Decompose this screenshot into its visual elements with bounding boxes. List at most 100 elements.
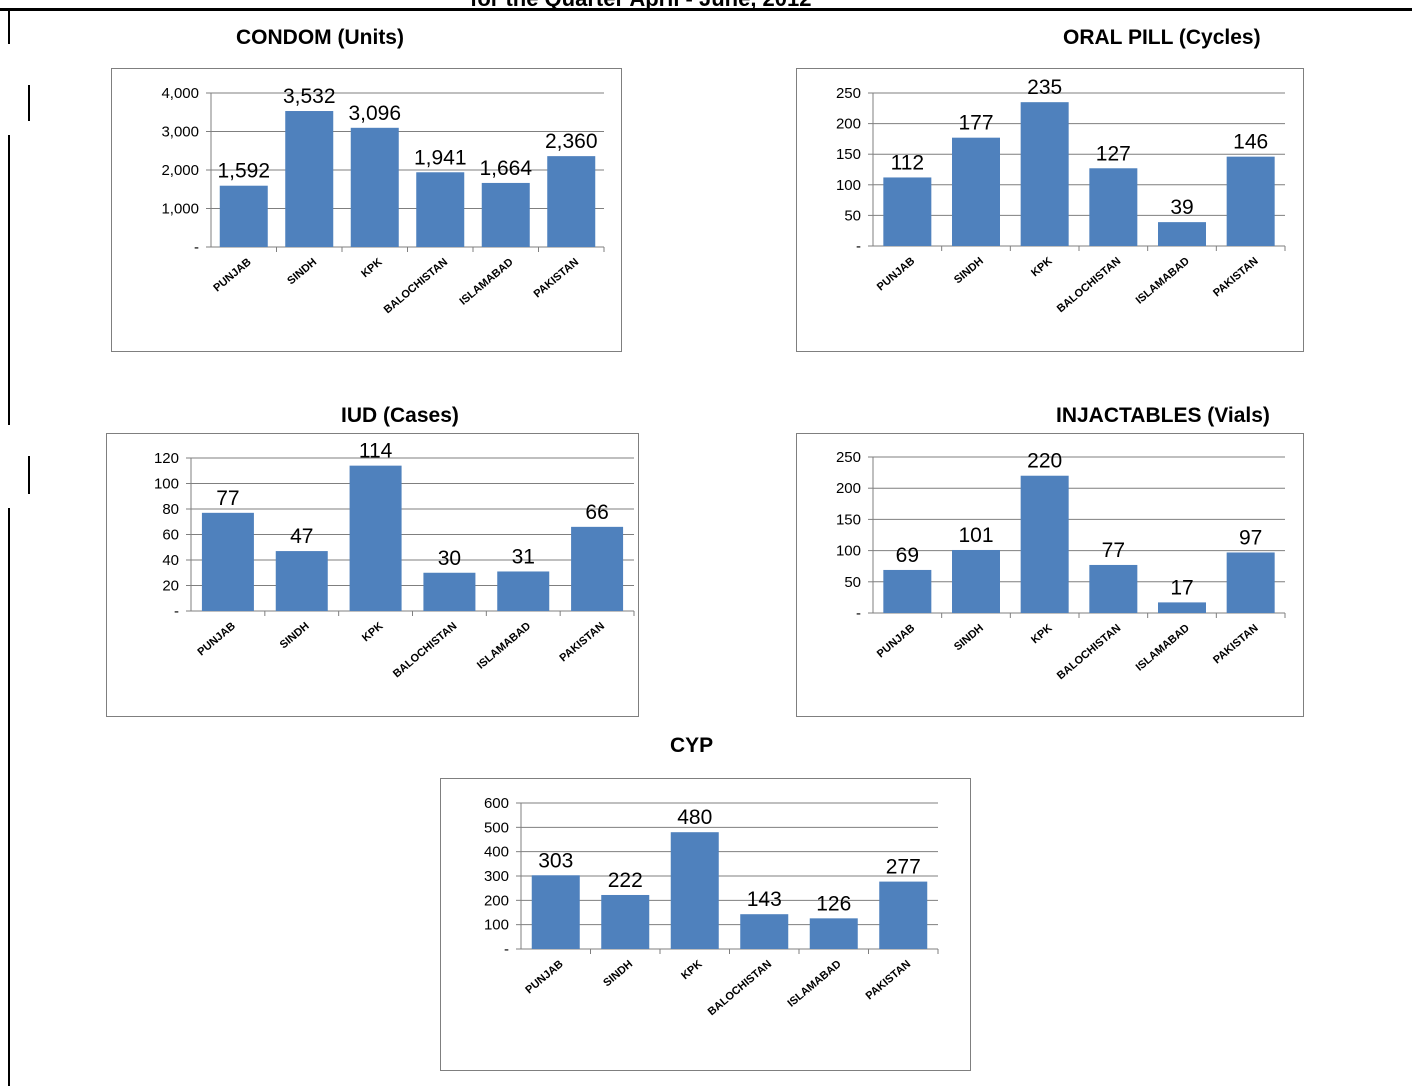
page-heading: for the Quarter April - June, 2012 <box>470 0 812 12</box>
x-category-label: KPK <box>360 620 386 644</box>
chart-injactables: - 50 100 150 200 250 69 PUNJAB 101 SINDH 220 KPK 77 B… <box>796 433 1304 717</box>
chart-title-iud: IUD (Cases) <box>341 404 459 427</box>
bar-cyp-balochistan <box>740 914 789 949</box>
bar-cyp-punjab <box>531 875 580 949</box>
bar-oral-pill-balochistan <box>1089 168 1138 246</box>
chart-iud: - 20 40 60 80 100 120 77 PUNJAB 47 SINDH 114 KPK 30 BA… <box>106 433 639 717</box>
x-category-label: PAKISTAN <box>557 620 607 664</box>
bar-condom-balochistan <box>416 172 465 247</box>
y-tick-label: 60 <box>162 527 179 544</box>
x-category-label: PAKISTAN <box>1211 255 1261 299</box>
margin-bar <box>8 508 10 1086</box>
data-label: 47 <box>290 525 313 548</box>
y-tick-label: 3,000 <box>161 124 199 141</box>
chart-oral-pill: - 50 100 150 200 250 112 PUNJAB 177 SINDH 235 KPK 12… <box>796 68 1304 352</box>
data-label: 97 <box>1239 526 1262 549</box>
bar-condom-punjab <box>219 185 268 247</box>
x-category-label: PUNJAB <box>875 255 917 293</box>
y-tick-label: 100 <box>836 543 861 560</box>
data-label: 3,532 <box>283 85 336 108</box>
bar-condom-kpk <box>350 127 399 247</box>
chart-iud-plot: - 20 40 60 80 100 120 77 PUNJAB 47 SINDH 114 KPK 30 BA… <box>154 440 635 680</box>
data-label: 1,941 <box>414 146 467 169</box>
y-tick-label: 400 <box>484 844 509 861</box>
y-tick-label: 20 <box>162 578 179 595</box>
y-tick-label: 250 <box>836 85 861 102</box>
bar-iud-sindh <box>275 551 328 611</box>
data-label: 112 <box>891 151 924 174</box>
x-category-label: PUNJAB <box>195 620 237 658</box>
data-label: 220 <box>1027 450 1062 473</box>
chart-cyp: - 100 200 300 400 500 600 303 PUNJAB 222 SINDH 480 K… <box>440 778 971 1071</box>
data-label: 31 <box>512 545 535 568</box>
x-category-label: BALOCHISTAN <box>391 620 459 680</box>
bar-injactables-punjab <box>883 569 932 613</box>
bar-condom-islamabad <box>481 182 530 247</box>
chart-title-condom: CONDOM (Units) <box>236 26 404 49</box>
data-label: 1,592 <box>217 160 270 183</box>
bar-iud-balochistan <box>423 572 476 611</box>
bar-cyp-kpk <box>670 832 719 949</box>
y-tick-label: 200 <box>836 116 861 133</box>
x-category-label: KPK <box>359 256 385 280</box>
data-label: 101 <box>958 524 993 547</box>
bar-iud-punjab <box>201 512 254 611</box>
data-label: 77 <box>1102 539 1125 562</box>
chart-condom-plot: - 1,000 2,000 3,000 4,000 1,592 PUNJAB 3,532 SIN… <box>161 85 605 316</box>
y-tick-label: 200 <box>836 480 861 497</box>
x-category-label: ISLAMABAD <box>475 620 533 672</box>
data-label: 126 <box>816 892 851 915</box>
bar-injactables-kpk <box>1020 475 1069 613</box>
y-tick-label: 50 <box>844 574 861 591</box>
bar-iud-pakistan <box>571 526 624 611</box>
x-category-label: PUNJAB <box>523 958 565 996</box>
x-category-label: ISLAMABAD <box>785 958 843 1010</box>
bar-cyp-pakistan <box>879 881 928 949</box>
y-tick-label: 150 <box>836 146 861 163</box>
chart-injactables-plot: - 50 100 150 200 250 69 PUNJAB 101 SINDH 220 KPK 77 B… <box>836 449 1286 682</box>
bar-oral-pill-kpk <box>1020 102 1069 247</box>
y-tick-label: 500 <box>484 819 509 836</box>
x-category-label: SINDH <box>278 620 312 651</box>
bar-oral-pill-pakistan <box>1226 156 1275 246</box>
x-category-label: PUNJAB <box>211 256 253 294</box>
x-category-label: SINDH <box>952 622 986 653</box>
bar-condom-pakistan <box>547 156 596 247</box>
y-tick-label: 120 <box>154 450 179 467</box>
y-tick-label: 250 <box>836 449 861 466</box>
margin-bar <box>8 10 10 44</box>
x-category-label: BALOCHISTAN <box>382 256 450 316</box>
bar-cyp-islamabad <box>809 918 858 949</box>
margin-bar <box>28 85 30 121</box>
y-tick-label: 600 <box>484 795 509 812</box>
data-label: 1,664 <box>479 157 532 180</box>
x-category-label: KPK <box>679 958 705 982</box>
data-label: 69 <box>896 544 919 567</box>
y-tick-label: 100 <box>484 917 509 934</box>
x-category-label: ISLAMABAD <box>1134 255 1192 307</box>
bar-injactables-balochistan <box>1089 564 1138 613</box>
x-category-label: PAKISTAN <box>532 256 582 300</box>
x-category-label: ISLAMABAD <box>457 256 515 308</box>
data-label: 30 <box>438 547 461 570</box>
data-label: 114 <box>359 440 393 463</box>
data-label: 146 <box>1233 131 1268 154</box>
y-tick-label: 100 <box>154 476 179 493</box>
data-label: 480 <box>677 806 712 829</box>
chart-cyp-plot: - 100 200 300 400 500 600 303 PUNJAB 222 SINDH 480 K… <box>484 795 939 1018</box>
x-category-label: ISLAMABAD <box>1134 622 1192 674</box>
data-label: 303 <box>538 849 573 872</box>
x-category-label: KPK <box>1029 255 1055 279</box>
data-label: 3,096 <box>348 102 401 125</box>
bar-oral-pill-sindh <box>952 137 1000 246</box>
y-tick-label: - <box>856 605 861 622</box>
y-tick-label: 1,000 <box>161 201 199 218</box>
bar-injactables-pakistan <box>1226 552 1275 613</box>
data-label: 177 <box>958 112 993 135</box>
bar-condom-sindh <box>285 111 334 247</box>
data-label: 277 <box>886 856 921 879</box>
x-category-label: BALOCHISTAN <box>706 958 774 1018</box>
chart-title-cyp: CYP <box>670 734 714 757</box>
x-category-label: SINDH <box>285 256 319 287</box>
chart-oral-pill-plot: - 50 100 150 200 250 112 PUNJAB 177 SINDH 235 KPK 12… <box>836 76 1286 315</box>
